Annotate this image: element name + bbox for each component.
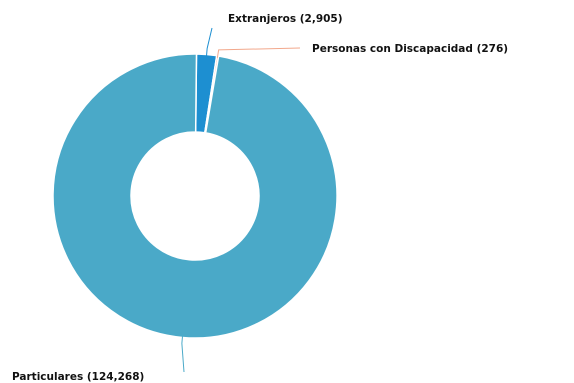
leader-line-personas-con-discapacidad: [216, 47, 301, 58]
slice-particulares[interactable]: [52, 53, 338, 339]
leader-line-particulares: [181, 335, 185, 373]
slice-label-personas-con-discapacidad: Personas con Discapacidad (276): [312, 43, 508, 55]
slice-label-particulares: Particulares (124,268): [12, 371, 144, 383]
leader-lines-group: [181, 27, 301, 373]
slices-group: [52, 53, 338, 339]
leader-line-extranjeros: [205, 27, 213, 57]
slice-label-extranjeros: Extranjeros (2,905): [228, 13, 343, 25]
labels-group: Extranjeros (2,905) Personas con Discapac…: [12, 13, 508, 383]
